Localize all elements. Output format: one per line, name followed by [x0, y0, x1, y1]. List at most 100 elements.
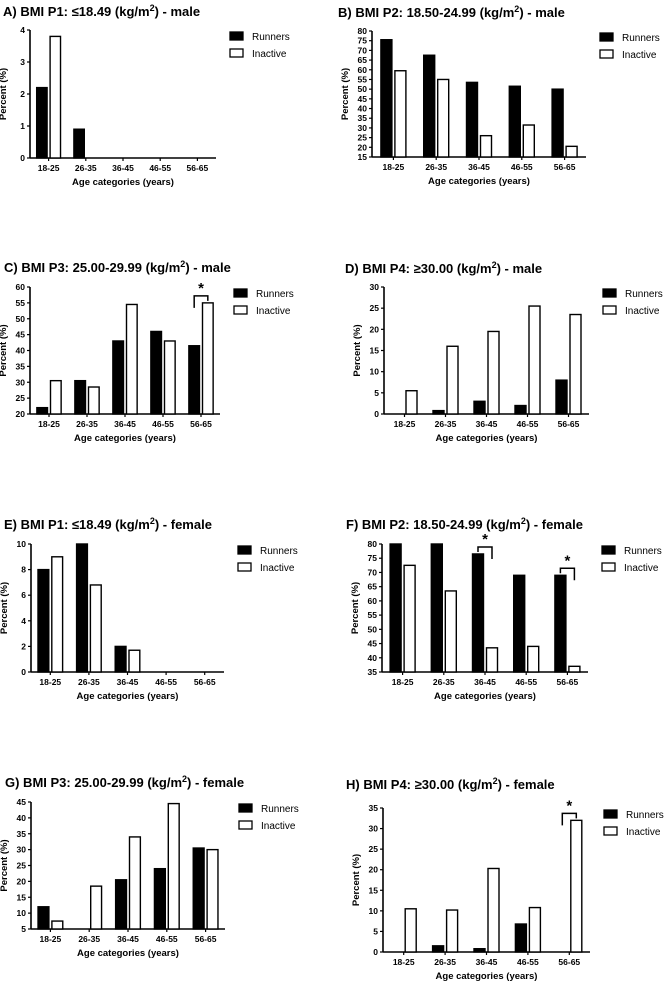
y-tick-label: 20 — [370, 324, 380, 334]
y-tick-label: 55 — [368, 610, 378, 620]
y-tick-label: 25 — [17, 861, 27, 871]
y-tick-label: 10 — [369, 906, 379, 916]
y-tick-label: 75 — [358, 36, 368, 46]
bar-runners — [37, 568, 50, 673]
legend-swatch-inactive — [237, 562, 252, 572]
legend-label-inactive: Inactive — [625, 306, 660, 317]
bar-runners — [114, 879, 128, 930]
bar-inactive — [404, 908, 417, 953]
title-main: G) BMI P3: 25.00-29.99 (kg/m — [5, 775, 182, 790]
y-axis-label: Percent (%) — [0, 324, 9, 376]
y-tick-label: 35 — [358, 113, 368, 123]
chart-title: E) BMI P1: ≤18.49 (kg/m2) - female — [4, 516, 212, 532]
chart-panel-e: E) BMI P1: ≤18.49 (kg/m2) - female024681… — [0, 516, 298, 702]
bar-inactive — [49, 379, 62, 415]
x-tick-label: 18-25 — [38, 419, 60, 429]
x-axis-label: Age categories (years) — [436, 433, 538, 444]
title-superscript: 2 — [521, 516, 526, 526]
x-tick-label: 26-35 — [78, 677, 100, 687]
title-main: B) BMI P2: 18.50-24.99 (kg/m — [338, 5, 514, 20]
legend-label-inactive: Inactive — [252, 49, 287, 60]
y-tick-label: 20 — [358, 142, 368, 152]
y-tick-label: 70 — [368, 567, 378, 577]
x-tick-label: 56-65 — [557, 677, 579, 687]
y-tick-label: 15 — [369, 885, 379, 895]
chart-title: B) BMI P2: 18.50-24.99 (kg/m2) - male — [338, 4, 565, 20]
x-axis-label: Age categories (years) — [434, 691, 536, 702]
y-tick-label: 0 — [21, 667, 26, 677]
bar-inactive — [485, 647, 499, 673]
y-tick-label: 35 — [16, 361, 26, 371]
title-superscript: 2 — [150, 516, 155, 526]
bar-runners — [551, 88, 564, 158]
y-tick-label: 1 — [20, 121, 25, 131]
bar-inactive — [522, 124, 535, 158]
chart-panel-b: B) BMI P2: 18.50-24.99 (kg/m2) - male152… — [338, 4, 660, 187]
bar-inactive — [437, 78, 450, 158]
y-tick-label: 80 — [358, 26, 368, 36]
chart-panel-c: C) BMI P3: 25.00-29.99 (kg/m2) - male 20 2… — [0, 259, 294, 444]
x-axis-label: Age categories (years) — [74, 433, 176, 444]
y-tick-label: 55 — [16, 298, 26, 308]
y-tick-label: 2 — [20, 89, 25, 99]
bar-inactive — [528, 906, 542, 953]
y-tick-label: 10 — [17, 908, 27, 918]
bar-inactive — [569, 313, 582, 415]
title-suffix: ) - male — [519, 5, 565, 20]
x-axis-label: Age categories (years) — [428, 176, 530, 187]
bar-runners — [36, 406, 49, 415]
x-axis-label: Age categories (years) — [77, 691, 179, 702]
y-tick-label: 55 — [358, 74, 368, 84]
bar-runners — [423, 54, 436, 158]
legend-label-inactive: Inactive — [256, 306, 291, 317]
y-tick-label: 8 — [21, 565, 26, 575]
chart-panel-f: F) BMI P2: 18.50-24.99 (kg/m2) - female 3… — [346, 516, 662, 702]
bar-runners — [380, 39, 393, 158]
bar-runners — [112, 340, 125, 415]
x-tick-label: 26-35 — [434, 957, 456, 967]
x-tick-label: 46-55 — [155, 677, 177, 687]
legend-swatch-inactive — [603, 826, 618, 836]
x-tick-label: 26-35 — [76, 419, 98, 429]
y-tick-label: 40 — [17, 813, 27, 823]
legend-swatch-runners — [229, 31, 244, 41]
legend-swatch-runners — [602, 288, 617, 298]
title-main: D) BMI P4: ≥30.00 (kg/m — [345, 261, 492, 276]
x-tick-label: 46-55 — [515, 677, 537, 687]
bar-inactive — [51, 920, 64, 930]
chart-title: A) BMI P1: ≤18.49 (kg/m2) - male — [3, 3, 200, 19]
significance-bracket — [559, 567, 576, 581]
bar-inactive — [394, 70, 407, 158]
bar-runners — [555, 379, 568, 415]
title-main: E) BMI P1: ≤18.49 (kg/m — [4, 517, 150, 532]
y-tick-label: 0 — [374, 409, 379, 419]
bar-inactive — [128, 649, 141, 673]
bar-runners — [430, 543, 443, 673]
y-axis-label: Percent (%) — [0, 68, 9, 120]
x-tick-label: 46-55 — [149, 163, 171, 173]
chart-title: G) BMI P3: 25.00-29.99 (kg/m2) - female — [5, 774, 244, 790]
title-suffix: ) - male — [185, 260, 231, 275]
significance-bracket — [477, 546, 493, 559]
bar-runners — [75, 543, 89, 673]
bar-runners — [471, 553, 485, 673]
y-tick-label: 15 — [17, 892, 27, 902]
bar-runners — [188, 345, 201, 415]
y-tick-label: 80 — [368, 539, 378, 549]
x-tick-label: 36-45 — [476, 957, 498, 967]
legend-swatch-inactive — [238, 820, 253, 830]
bar-inactive — [201, 302, 214, 415]
chart-title: C) BMI P3: 25.00-29.99 (kg/m2) - male — [4, 259, 231, 275]
x-tick-label: 56-65 — [558, 957, 580, 967]
legend-label-runners: Runners — [260, 546, 298, 557]
chart-panel-d: D) BMI P4: ≥30.00 (kg/m2) - male 0 5 10 15 20… — [345, 260, 663, 444]
y-tick-label: 30 — [370, 282, 380, 292]
legend-swatch-inactive — [233, 305, 248, 315]
significance-bracket — [561, 812, 578, 826]
significance-star: * — [564, 552, 570, 569]
x-tick-label: 18-25 — [394, 419, 416, 429]
x-axis-label: Age categories (years) — [436, 971, 538, 982]
y-tick-label: 25 — [16, 393, 26, 403]
title-suffix: ) - female — [498, 777, 555, 792]
x-tick-label: 26-35 — [425, 162, 447, 172]
